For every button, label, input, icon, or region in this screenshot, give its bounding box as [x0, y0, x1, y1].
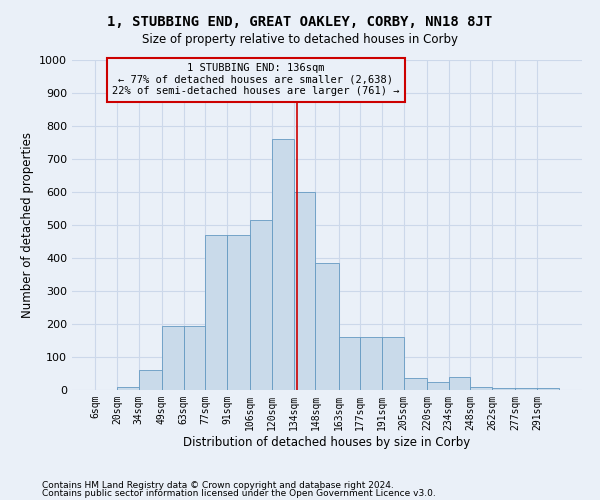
Y-axis label: Number of detached properties: Number of detached properties — [20, 132, 34, 318]
Text: 1 STUBBING END: 136sqm
← 77% of detached houses are smaller (2,638)
22% of semi-: 1 STUBBING END: 136sqm ← 77% of detached… — [112, 64, 400, 96]
Bar — [492, 388, 515, 390]
Bar — [449, 377, 470, 390]
Bar — [117, 386, 139, 390]
Bar — [537, 388, 559, 390]
Bar — [515, 388, 537, 390]
Bar — [382, 337, 404, 390]
Bar — [139, 370, 162, 390]
Bar — [272, 139, 293, 390]
Bar — [293, 192, 316, 390]
Bar — [250, 220, 272, 390]
Text: Size of property relative to detached houses in Corby: Size of property relative to detached ho… — [142, 32, 458, 46]
Text: Contains HM Land Registry data © Crown copyright and database right 2024.: Contains HM Land Registry data © Crown c… — [42, 480, 394, 490]
Bar — [184, 326, 205, 390]
Bar — [470, 386, 492, 390]
Bar — [338, 337, 361, 390]
Bar — [316, 263, 338, 390]
Bar — [227, 235, 250, 390]
Bar — [205, 235, 227, 390]
X-axis label: Distribution of detached houses by size in Corby: Distribution of detached houses by size … — [184, 436, 470, 448]
Text: 1, STUBBING END, GREAT OAKLEY, CORBY, NN18 8JT: 1, STUBBING END, GREAT OAKLEY, CORBY, NN… — [107, 15, 493, 29]
Bar — [361, 337, 382, 390]
Bar — [404, 378, 427, 390]
Bar — [162, 326, 184, 390]
Bar — [427, 382, 449, 390]
Text: Contains public sector information licensed under the Open Government Licence v3: Contains public sector information licen… — [42, 489, 436, 498]
